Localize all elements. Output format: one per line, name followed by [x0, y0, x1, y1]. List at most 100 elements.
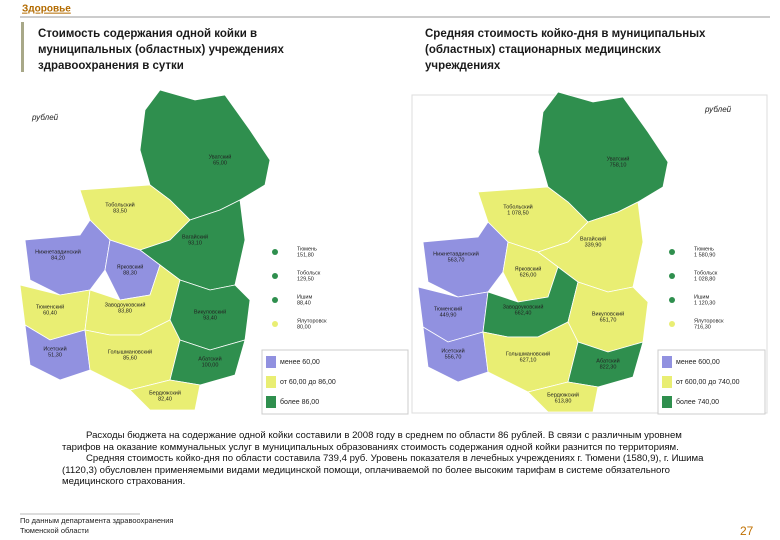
- district-name: Тобольский: [503, 203, 532, 210]
- district-name: Голышмановский: [506, 350, 550, 357]
- body-text: Расходы бюджета на содержание одной койк…: [62, 430, 722, 488]
- city-value: 151,80: [297, 252, 314, 258]
- map: [19, 89, 271, 411]
- district-value: 627,10: [520, 357, 537, 363]
- district-region: [129, 379, 201, 411]
- page-number: 27: [740, 524, 754, 538]
- district-name: Бердюжский: [547, 391, 579, 398]
- district-name: Голышмановский: [108, 348, 152, 355]
- district-value: 88,30: [123, 270, 137, 276]
- city-value: 1 580,90: [694, 252, 715, 258]
- city-name: Ялуторовск: [297, 318, 327, 324]
- district-name: Нижнетавдинский: [35, 248, 81, 255]
- city-name: Тобольск: [694, 270, 718, 276]
- right-title: (областных) стационарных медицинских: [425, 44, 661, 56]
- district-value: 822,30: [600, 364, 617, 370]
- district-value: 1 078,50: [507, 210, 528, 216]
- district-value: 83,80: [118, 308, 132, 314]
- legend-swatch: [662, 356, 672, 368]
- city-value: 1 028,80: [694, 276, 715, 282]
- city-name: Ялуторовск: [694, 318, 724, 324]
- district-name: Вагайский: [580, 235, 606, 242]
- right-title: учреждениях: [425, 60, 501, 72]
- city-name: Ишим: [694, 294, 709, 300]
- city-value: 88,40: [297, 300, 311, 306]
- city-marker: [669, 297, 675, 303]
- district-name: Абатский: [198, 355, 221, 362]
- section-header: Здоровье: [22, 4, 71, 15]
- city-marker: [272, 249, 278, 255]
- paragraph: Расходы бюджета на содержание одной койк…: [62, 430, 682, 453]
- city-value: 716,30: [694, 324, 711, 330]
- legend-label: более 86,00: [280, 398, 319, 406]
- district-name: Заводоуковский: [503, 303, 544, 310]
- left-title: Стоимость содержания одной койки в: [38, 28, 257, 40]
- legend-swatch: [662, 376, 672, 388]
- city-marker: [669, 273, 675, 279]
- district-value: 449,90: [440, 312, 457, 318]
- district-value: 563,70: [448, 257, 465, 263]
- district-value: 662,40: [515, 310, 532, 316]
- district-name: Уватский: [209, 153, 232, 160]
- unit-label: рублей: [704, 105, 732, 114]
- legend-label: менее 600,00: [676, 359, 720, 366]
- paragraph: Средняя стоимость койко-дня по области с…: [62, 453, 704, 488]
- district-name: Бердюжский: [149, 389, 181, 396]
- district-name: Тюменский: [36, 303, 64, 310]
- city-marker: [669, 321, 675, 327]
- district-region: [422, 221, 509, 298]
- district-value: 51,30: [48, 352, 62, 358]
- legend-label: от 60,00 до 86,00: [280, 379, 336, 386]
- district-value: 93,10: [188, 240, 202, 246]
- city-name: Ишим: [297, 294, 312, 300]
- legend-swatch: [266, 376, 276, 388]
- district-name: Нижнетавдинский: [433, 250, 479, 257]
- district-value: 339,90: [585, 242, 602, 248]
- district-value: 84,20: [51, 255, 65, 261]
- legend-label: от 600,00 до 740,00: [676, 379, 740, 386]
- legend-box: [261, 349, 409, 415]
- source-note: Тюменской области: [20, 526, 89, 535]
- map-frame: [411, 94, 768, 414]
- district-name: Исетский: [441, 347, 464, 354]
- city-value: 80,00: [297, 324, 311, 330]
- district-value: 65,00: [213, 160, 227, 166]
- district-value: 626,00: [520, 272, 537, 278]
- right-title: Средняя стоимость койко-дня в муниципаль…: [425, 28, 706, 40]
- legend-swatch: [266, 356, 276, 368]
- city-name: Тюмень: [297, 246, 317, 252]
- district-value: 93,40: [203, 315, 217, 321]
- left-title: здравоохранения в сутки: [38, 60, 184, 72]
- district-name: Исетский: [43, 345, 66, 352]
- legend-swatch: [266, 396, 276, 408]
- city-value: 129,50: [297, 276, 314, 282]
- district-value: 613,80: [555, 398, 572, 404]
- district-region: [527, 381, 599, 413]
- legend-swatch: [662, 396, 672, 408]
- district-value: 85,60: [123, 355, 137, 361]
- district-name: Заводоуковский: [105, 301, 146, 308]
- district-name: Уватский: [607, 155, 630, 162]
- source-note: По данным департамента здравоохранения: [20, 516, 173, 525]
- district-value: 60,40: [43, 310, 57, 316]
- district-value: 100,00: [202, 362, 219, 368]
- city-marker: [272, 297, 278, 303]
- district-value: 758,10: [610, 162, 627, 168]
- district-name: Ярковский: [515, 265, 542, 272]
- title-bar: [21, 22, 24, 72]
- legend-box: [657, 349, 766, 415]
- district-name: Викуловский: [592, 310, 624, 317]
- city-name: Тюмень: [694, 246, 714, 252]
- district-region: [24, 219, 111, 296]
- unit-label: рублей: [31, 113, 59, 122]
- district-name: Ярковский: [117, 263, 144, 270]
- left-title: муниципальных (областных) учреждениях: [38, 44, 284, 56]
- district-value: 651,70: [600, 317, 617, 323]
- district-value: 83,50: [113, 208, 127, 214]
- city-value: 1 120,30: [694, 300, 715, 306]
- district-name: Абатский: [596, 357, 619, 364]
- map: [417, 91, 669, 413]
- district-name: Тобольский: [105, 201, 134, 208]
